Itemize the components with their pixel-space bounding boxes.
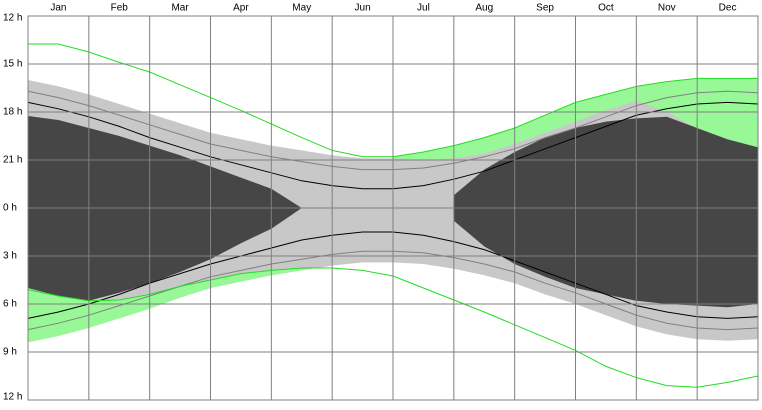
band: [28, 268, 302, 343]
y-tick-label: 6 h: [3, 299, 17, 310]
y-tick-label: 12 h: [3, 13, 22, 24]
y-tick-label: 3 h: [3, 251, 17, 262]
x-tick-label: Jan: [50, 3, 66, 14]
x-tick-label: Oct: [598, 3, 614, 14]
y-tick-label: 12 h: [3, 392, 22, 403]
y-tick-label: 21 h: [3, 155, 22, 166]
y-tick-label: 9 h: [3, 347, 17, 358]
plot-border: [27, 15, 759, 401]
y-tick-label: 15 h: [3, 59, 22, 70]
x-tick-label: Jul: [417, 3, 430, 14]
x-tick-label: Apr: [233, 3, 249, 14]
x-tick-label: May: [292, 3, 311, 14]
x-tick-label: Aug: [475, 3, 493, 14]
x-tick-label: Nov: [658, 3, 676, 14]
y-tick-label: 0 h: [3, 203, 17, 214]
x-tick-label: Sep: [536, 3, 554, 14]
x-tick-label: Dec: [719, 3, 737, 14]
x-tick-label: Mar: [171, 3, 189, 14]
x-tick-label: Feb: [111, 3, 129, 14]
y-tick-label: 18 h: [3, 107, 22, 118]
x-tick-label: Jun: [355, 3, 371, 14]
